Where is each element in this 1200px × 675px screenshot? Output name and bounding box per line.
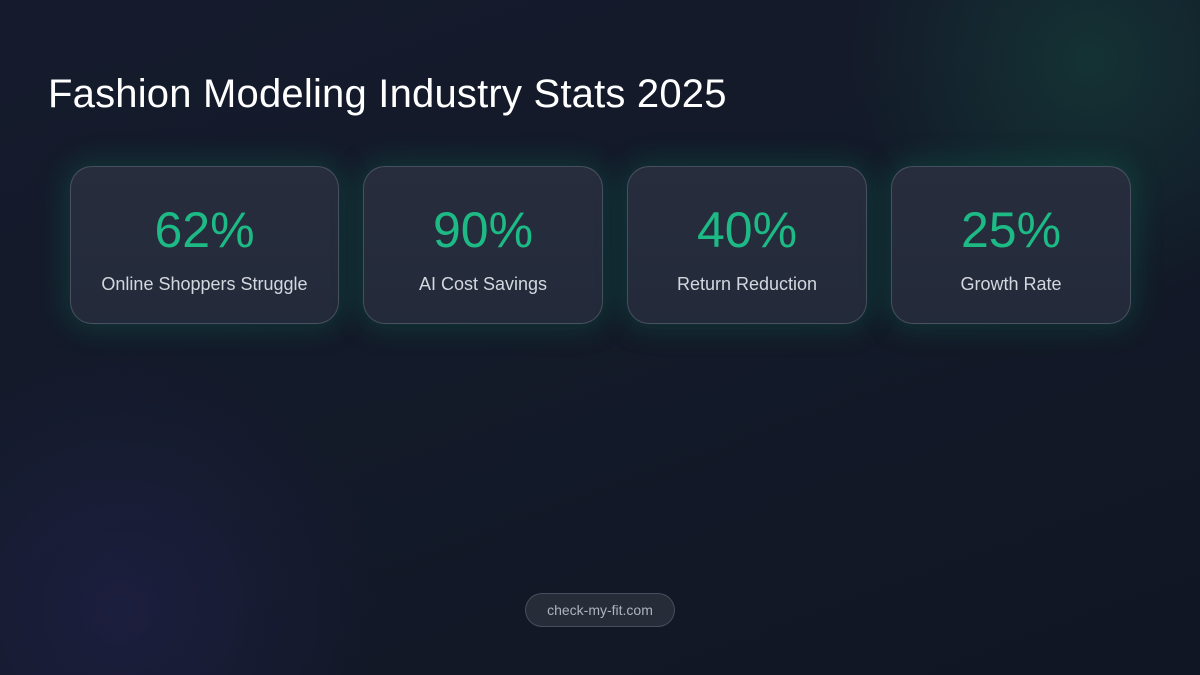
website-badge: check-my-fit.com (525, 593, 675, 627)
stat-card-return-reduction: 40% Return Reduction (627, 166, 867, 324)
stat-label: AI Cost Savings (418, 274, 548, 294)
stat-label: Return Reduction (676, 274, 818, 294)
stat-label: Online Shoppers Struggle (101, 274, 308, 294)
stat-card-growth-rate: 25% Growth Rate (891, 166, 1131, 324)
stat-card-ai-cost-savings: 90% AI Cost Savings (363, 166, 603, 324)
stat-card-online-shoppers: 62% Online Shoppers Struggle (70, 166, 339, 324)
page-title: Fashion Modeling Industry Stats 2025 (48, 72, 727, 116)
stat-value: 40% (696, 202, 798, 258)
stat-label: Growth Rate (960, 274, 1062, 294)
stat-value: 62% (154, 202, 255, 258)
stat-value: 90% (432, 202, 534, 258)
stat-value: 25% (960, 202, 1062, 258)
